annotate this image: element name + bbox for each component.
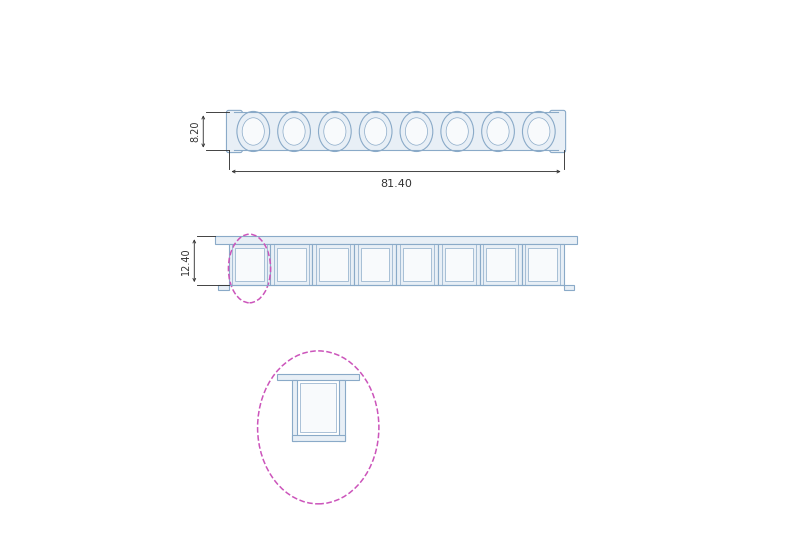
Bar (292, 380, 297, 441)
FancyBboxPatch shape (226, 110, 242, 152)
Bar (218, 285, 229, 290)
Ellipse shape (278, 111, 310, 151)
Ellipse shape (359, 111, 392, 151)
Ellipse shape (242, 118, 264, 145)
Bar (270, 244, 312, 285)
Ellipse shape (441, 111, 474, 151)
Bar (438, 244, 480, 285)
Bar (319, 248, 347, 281)
Ellipse shape (446, 118, 468, 145)
Bar (486, 248, 515, 281)
Bar (229, 244, 270, 285)
Ellipse shape (522, 111, 555, 151)
Bar (277, 248, 306, 281)
Ellipse shape (400, 111, 433, 151)
Bar (396, 244, 438, 285)
Bar (292, 435, 345, 441)
FancyBboxPatch shape (550, 110, 566, 152)
Ellipse shape (406, 118, 427, 145)
Ellipse shape (318, 111, 351, 151)
Ellipse shape (487, 118, 509, 145)
Bar (277, 374, 359, 380)
Bar (563, 285, 574, 290)
Bar (234, 112, 558, 150)
Ellipse shape (283, 118, 305, 145)
Bar (480, 244, 522, 285)
Ellipse shape (365, 118, 386, 145)
Bar (522, 244, 563, 285)
Bar (445, 248, 473, 281)
Bar (528, 248, 557, 281)
Bar (312, 244, 354, 285)
Bar (402, 248, 431, 281)
Bar (339, 380, 345, 441)
Bar (361, 248, 390, 281)
Bar (354, 244, 396, 285)
Text: 8.20: 8.20 (190, 120, 200, 142)
Ellipse shape (237, 111, 270, 151)
Ellipse shape (324, 118, 346, 145)
Bar (215, 237, 577, 244)
Bar (300, 383, 336, 432)
Text: 81.40: 81.40 (380, 179, 412, 189)
Ellipse shape (482, 111, 514, 151)
Bar (235, 248, 264, 281)
Ellipse shape (528, 118, 550, 145)
Text: 12.40: 12.40 (181, 247, 191, 274)
